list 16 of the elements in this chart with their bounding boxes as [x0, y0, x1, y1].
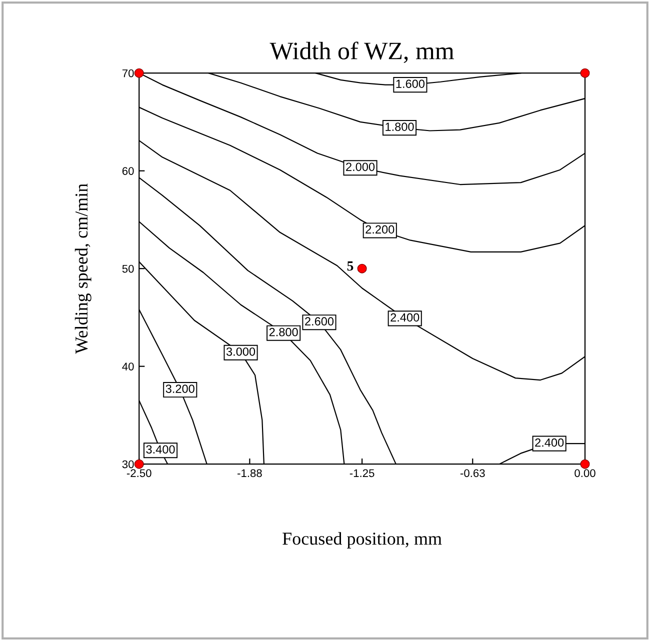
x-tick-label: 0.00: [574, 469, 596, 478]
point: [580, 68, 590, 78]
x-axis-title: Focused position, mm: [282, 532, 442, 548]
y-axis-title: Welding speed, cm/min: [74, 184, 92, 354]
y-tick-label: 30: [122, 460, 134, 468]
y-tick-label: 60: [122, 167, 134, 175]
y-tick-label: 50: [122, 264, 134, 273]
y-tick-label: 40: [122, 362, 134, 370]
x-tick-label: -0.63: [460, 469, 485, 478]
y-tick-label: 70: [122, 69, 134, 78]
annotation: 5: [347, 261, 354, 271]
x-tick-label: -1.25: [350, 469, 374, 478]
x-tick-label: -2.50: [126, 469, 152, 478]
point: [357, 264, 367, 274]
x-tick-label: -1.88: [238, 469, 262, 478]
chart-title: Width of WZ, mm: [270, 42, 454, 64]
